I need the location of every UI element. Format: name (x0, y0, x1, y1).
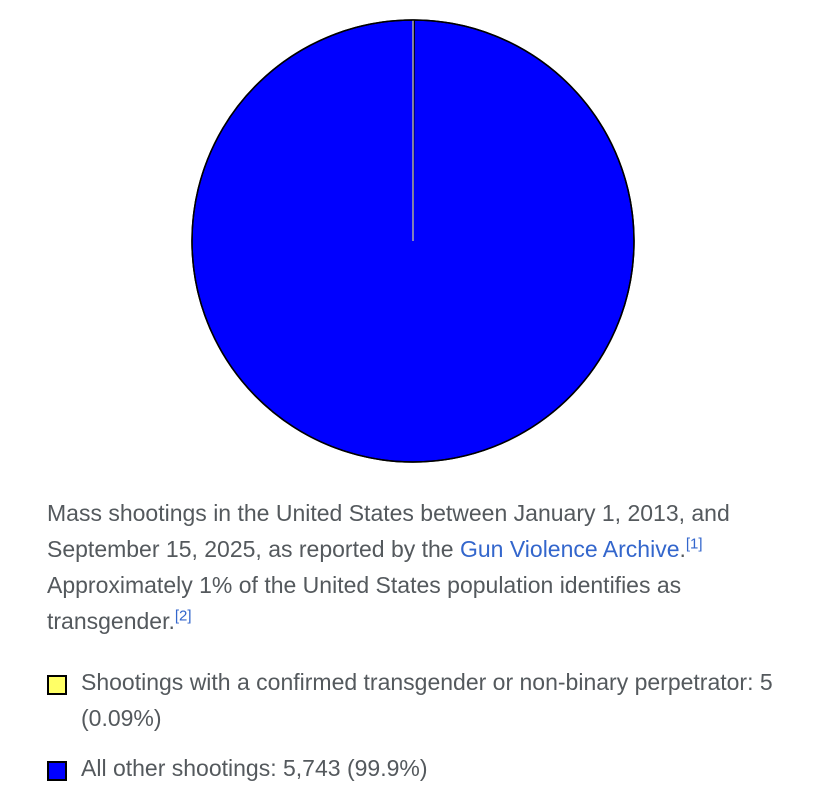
legend-swatch-transgender (47, 675, 67, 695)
caption-text-2: . (679, 536, 686, 562)
gun-violence-archive-link[interactable]: Gun Violence Archive (460, 536, 680, 562)
reference-1-link[interactable]: [1] (685, 535, 703, 553)
legend-item-transgender: Shootings with a confirmed transgender o… (47, 664, 807, 736)
legend-swatch-other (47, 761, 67, 781)
reference-2-link[interactable]: [2] (174, 607, 192, 625)
legend-label-other: All other shootings: 5,743 (99.9%) (81, 755, 428, 781)
caption-text-3: Approximately 1% of the United States po… (47, 572, 682, 634)
pie-outline (191, 19, 635, 463)
pie-chart (191, 19, 635, 463)
legend-item-other: All other shootings: 5,743 (99.9%) (47, 750, 807, 786)
caption-text-1: Mass shootings in the United States betw… (47, 500, 730, 562)
legend-label-transgender: Shootings with a confirmed transgender o… (81, 669, 773, 731)
chart-legend: Shootings with a confirmed transgender o… (47, 664, 807, 800)
chart-caption: Mass shootings in the United States betw… (47, 495, 807, 639)
